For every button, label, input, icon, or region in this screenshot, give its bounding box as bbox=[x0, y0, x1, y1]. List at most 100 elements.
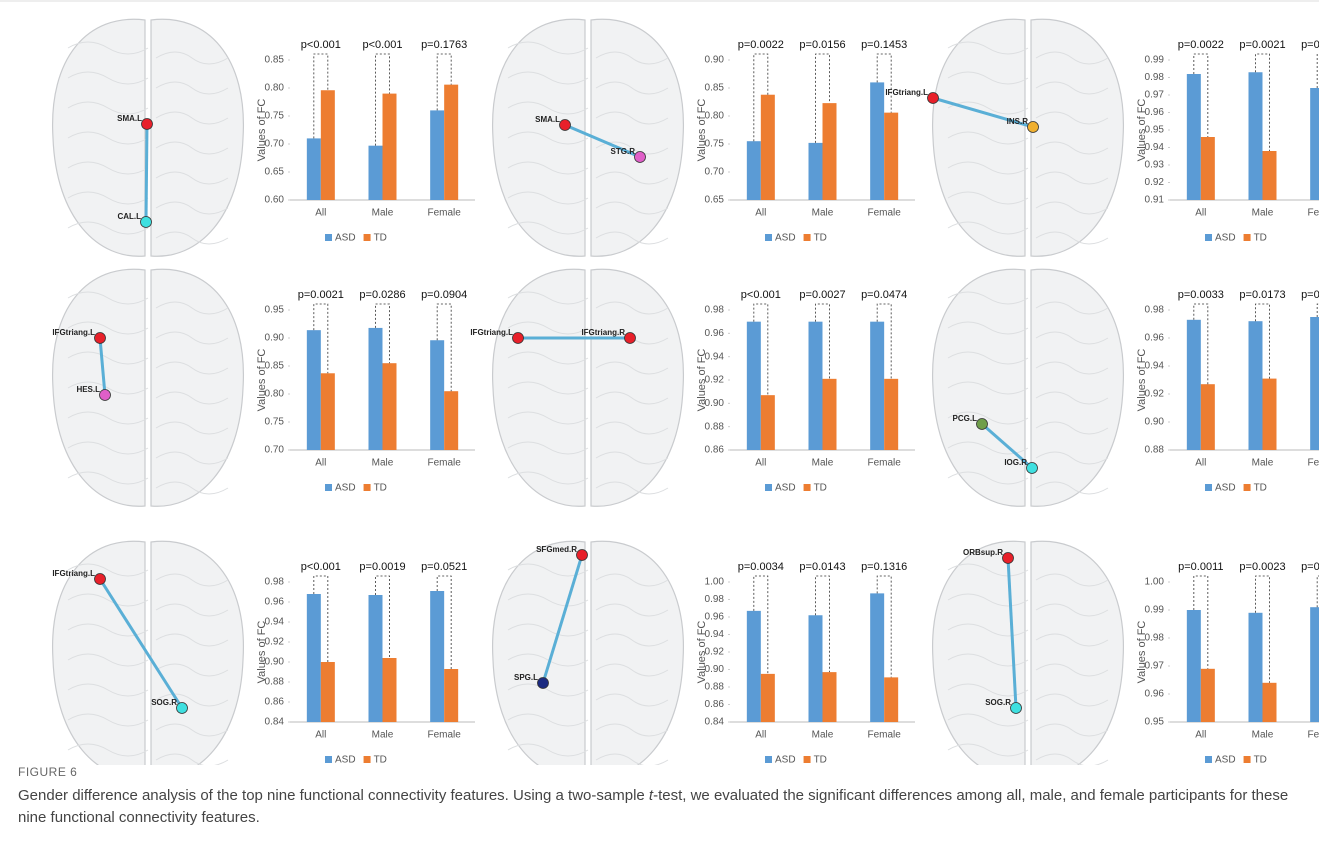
y-tick-label: 0.88 bbox=[705, 421, 725, 432]
brain-node bbox=[928, 93, 939, 104]
node-label: PCG.L bbox=[953, 414, 978, 423]
y-tick-label: 0.96 bbox=[1145, 333, 1165, 344]
legend-label: ASD bbox=[335, 483, 356, 494]
y-tick-label: 0.90 bbox=[265, 333, 285, 344]
bar bbox=[1263, 151, 1277, 200]
x-tick-label: Female bbox=[1307, 730, 1319, 741]
legend-swatch bbox=[325, 756, 332, 763]
y-tick-label: 0.96 bbox=[705, 612, 725, 623]
y-tick-label: 0.98 bbox=[705, 594, 725, 605]
p-value: p=0.0286 bbox=[359, 289, 405, 301]
x-tick-label: Male bbox=[372, 458, 394, 469]
hemisphere bbox=[933, 19, 1025, 256]
node-label: IFGtriang.L bbox=[470, 328, 513, 337]
brain-node bbox=[513, 333, 524, 344]
p-value: p=0.0143 bbox=[799, 561, 845, 573]
bar bbox=[1201, 669, 1215, 722]
x-tick-label: Male bbox=[1252, 730, 1274, 741]
y-tick-label: 0.86 bbox=[705, 445, 725, 456]
y-tick-label: 0.91 bbox=[1145, 195, 1165, 206]
y-tick-label: 0.92 bbox=[265, 637, 285, 648]
hemisphere bbox=[591, 19, 683, 256]
brain-node bbox=[1003, 553, 1014, 564]
legend-swatch bbox=[1244, 234, 1251, 241]
y-tick-label: 0.75 bbox=[265, 417, 285, 428]
p-value: p=0.0034 bbox=[738, 561, 784, 573]
node-label: SOG.R bbox=[985, 698, 1011, 707]
bar bbox=[1187, 320, 1201, 450]
p-value: p=0.0156 bbox=[799, 39, 845, 51]
y-tick-label: 0.99 bbox=[1145, 605, 1165, 616]
hemisphere bbox=[493, 269, 585, 506]
brain: SMA.LCAL.L bbox=[53, 19, 244, 256]
brain-node bbox=[1027, 463, 1038, 474]
y-tick-label: 0.90 bbox=[705, 398, 725, 409]
brain: SFGmed.R SPG.L bbox=[493, 541, 684, 765]
p-value: p=0.0027 bbox=[799, 289, 845, 301]
x-tick-label: Female bbox=[427, 208, 461, 219]
x-tick-label: Female bbox=[867, 730, 901, 741]
y-tick-label: 0.92 bbox=[705, 375, 725, 386]
x-tick-label: All bbox=[1195, 208, 1206, 219]
legend-swatch bbox=[325, 234, 332, 241]
y-tick-label: 0.96 bbox=[1145, 689, 1165, 700]
x-tick-label: Male bbox=[372, 730, 394, 741]
bar bbox=[307, 138, 321, 200]
bar bbox=[884, 677, 898, 722]
legend-label: TD bbox=[814, 233, 827, 244]
y-tick-label: 0.80 bbox=[265, 389, 285, 400]
node-label: SFGmed.R bbox=[536, 545, 577, 554]
y-tick-label: 0.93 bbox=[1145, 160, 1165, 171]
p-value: p<0.001 bbox=[301, 39, 341, 51]
legend-label: TD bbox=[1254, 233, 1267, 244]
bar bbox=[369, 328, 383, 450]
legend-label: ASD bbox=[1215, 755, 1236, 765]
p-value: p<0.001 bbox=[301, 561, 341, 573]
bar bbox=[369, 146, 383, 200]
x-tick-label: All bbox=[755, 730, 766, 741]
brain-node bbox=[1011, 703, 1022, 714]
y-tick-label: 0.88 bbox=[1145, 445, 1165, 456]
bar bbox=[1187, 610, 1201, 722]
p-value: p<0.001 bbox=[362, 39, 402, 51]
y-tick-label: 0.75 bbox=[705, 139, 725, 150]
y-tick-label: 0.92 bbox=[1145, 389, 1165, 400]
node-label: IFGtriang.L bbox=[885, 88, 928, 97]
bar bbox=[430, 591, 444, 722]
y-tick-label: 0.90 bbox=[705, 55, 725, 66]
node-label: SPG.L bbox=[514, 673, 538, 682]
legend-swatch bbox=[765, 484, 772, 491]
brain-node bbox=[625, 333, 636, 344]
hemisphere bbox=[1031, 19, 1123, 256]
y-tick-label: 0.75 bbox=[265, 111, 285, 122]
bar bbox=[823, 103, 837, 200]
page: SMA.LCAL.LValues of FC0.600.650.700.750.… bbox=[0, 0, 1319, 856]
y-tick-label: 0.84 bbox=[265, 717, 285, 728]
p-value: p=0.0022 bbox=[738, 39, 784, 51]
hemisphere bbox=[151, 541, 243, 765]
bar bbox=[761, 674, 775, 722]
bar bbox=[823, 379, 837, 450]
y-tick-label: 0.70 bbox=[265, 445, 285, 456]
bar bbox=[321, 90, 335, 200]
legend-label: TD bbox=[374, 233, 387, 244]
x-tick-label: All bbox=[315, 458, 326, 469]
bar bbox=[383, 94, 397, 200]
bar bbox=[761, 395, 775, 450]
y-tick-label: 0.92 bbox=[705, 647, 725, 658]
hemisphere bbox=[591, 269, 683, 506]
legend-label: TD bbox=[814, 755, 827, 765]
node-label: SMA.L bbox=[117, 114, 142, 123]
brain-node bbox=[538, 678, 549, 689]
brain-node bbox=[977, 419, 988, 430]
x-tick-label: Male bbox=[812, 730, 834, 741]
legend-swatch bbox=[765, 234, 772, 241]
p-value: p=0.1488 bbox=[1301, 289, 1319, 301]
bar bbox=[747, 611, 761, 722]
brain: PCG.LIOG.R bbox=[933, 269, 1124, 506]
hemisphere bbox=[591, 541, 683, 765]
node-label: INS.R bbox=[1007, 117, 1029, 126]
bar bbox=[870, 593, 884, 722]
legend-label: ASD bbox=[775, 233, 796, 244]
bar bbox=[430, 340, 444, 450]
